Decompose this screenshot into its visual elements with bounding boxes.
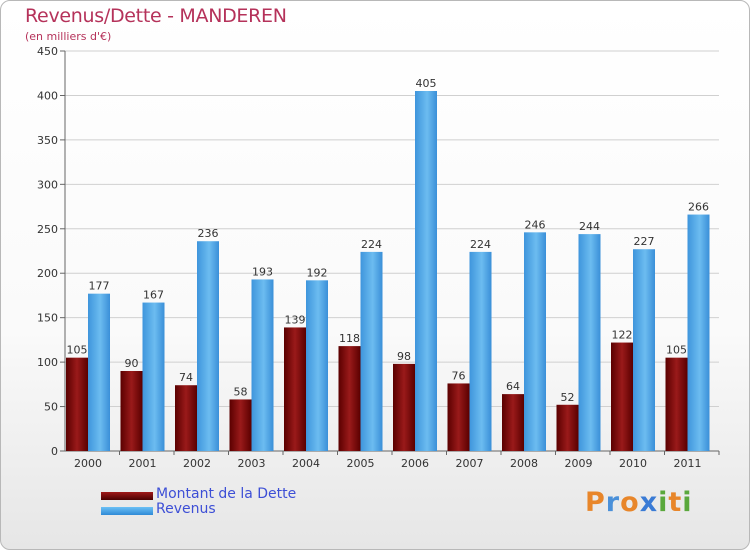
logo-letter: x bbox=[639, 487, 659, 518]
bar-revenue-label: 244 bbox=[579, 220, 600, 233]
bar-debt bbox=[229, 399, 252, 451]
bar-revenue bbox=[306, 280, 328, 451]
bar-revenue bbox=[633, 249, 655, 451]
bar-debt bbox=[338, 346, 361, 451]
bar-revenue bbox=[360, 251, 383, 451]
bar-debt bbox=[66, 357, 88, 451]
chart-title: Revenus/Dette - MANDEREN bbox=[25, 5, 287, 27]
y-tick-label: 300 bbox=[37, 178, 58, 191]
logo-letter: t bbox=[668, 487, 683, 518]
y-tick-label: 150 bbox=[37, 312, 58, 325]
bar-debt-label: 58 bbox=[234, 385, 248, 398]
bar-debt-label: 105 bbox=[666, 344, 687, 357]
legend-label-debt: Montant de la Dette bbox=[156, 486, 297, 502]
bar-revenue-label: 177 bbox=[89, 280, 110, 293]
x-tick-label: 2009 bbox=[565, 457, 593, 470]
x-tick-label: 2000 bbox=[74, 457, 102, 470]
bar-debt-label: 90 bbox=[125, 357, 139, 370]
bar-revenue bbox=[524, 232, 546, 451]
bar-revenue bbox=[142, 302, 165, 451]
logo-letter: i bbox=[682, 487, 693, 518]
bar-debt bbox=[556, 404, 579, 451]
x-tick-label: 2003 bbox=[238, 457, 266, 470]
bar-debt-label: 64 bbox=[506, 380, 520, 393]
x-tick-label: 2001 bbox=[129, 457, 157, 470]
x-tick-label: 2004 bbox=[292, 457, 320, 470]
y-tick-label: 0 bbox=[51, 445, 58, 458]
bar-debt-label: 105 bbox=[67, 344, 88, 357]
y-tick-label: 200 bbox=[37, 267, 58, 280]
proxiti-logo: Proxiti bbox=[585, 487, 693, 518]
bar-revenue-label: 266 bbox=[688, 201, 709, 214]
x-tick-label: 2010 bbox=[619, 457, 647, 470]
bar-revenue bbox=[197, 241, 219, 451]
y-tick-label: 100 bbox=[37, 356, 58, 369]
bar-debt bbox=[393, 363, 415, 451]
bar-debt-label: 122 bbox=[612, 329, 633, 342]
bar-revenue bbox=[251, 279, 274, 451]
x-tick-label: 2005 bbox=[347, 457, 375, 470]
bar-revenue-label: 236 bbox=[198, 227, 219, 240]
y-tick-label: 450 bbox=[37, 45, 58, 58]
legend-swatch-revenue bbox=[101, 507, 153, 515]
bar-debt-label: 98 bbox=[397, 350, 411, 363]
y-tick-label: 50 bbox=[44, 401, 58, 414]
bar-debt bbox=[284, 327, 306, 451]
legend-swatch-debt bbox=[101, 492, 153, 500]
y-tick-label: 350 bbox=[37, 134, 58, 147]
logo-letter: o bbox=[620, 487, 640, 518]
bar-debt bbox=[120, 371, 143, 451]
bar-debt bbox=[665, 357, 688, 451]
bar-revenue-label: 193 bbox=[252, 265, 273, 278]
bar-revenue bbox=[415, 91, 437, 451]
y-tick-label: 400 bbox=[37, 89, 58, 102]
bar-debt bbox=[447, 383, 470, 451]
logo-letter: i bbox=[658, 487, 669, 518]
legend-label-revenue: Revenus bbox=[156, 501, 216, 517]
bar-debt bbox=[175, 385, 197, 451]
bar-debt-label: 118 bbox=[339, 332, 360, 345]
chart-subtitle: (en milliers d'€) bbox=[25, 30, 112, 43]
bar-revenue bbox=[687, 214, 710, 451]
bar-debt-label: 76 bbox=[452, 369, 466, 382]
y-tick-label: 250 bbox=[37, 223, 58, 236]
bar-revenue-label: 246 bbox=[525, 218, 546, 231]
bar-revenue bbox=[469, 251, 492, 451]
x-tick-label: 2007 bbox=[456, 457, 484, 470]
bar-revenue-label: 227 bbox=[634, 235, 655, 248]
bar-revenue-label: 405 bbox=[416, 77, 437, 90]
x-tick-label: 2011 bbox=[674, 457, 702, 470]
bar-revenue-label: 224 bbox=[470, 238, 491, 251]
bar-revenue bbox=[88, 293, 110, 451]
logo-letter: r bbox=[605, 487, 621, 518]
logo-letter: P bbox=[585, 487, 606, 518]
bar-debt bbox=[611, 342, 633, 451]
bar-debt-label: 52 bbox=[561, 391, 575, 404]
bar-debt-label: 74 bbox=[179, 371, 193, 384]
x-tick-label: 2002 bbox=[183, 457, 211, 470]
x-tick-label: 2006 bbox=[401, 457, 429, 470]
x-tick-label: 2008 bbox=[510, 457, 538, 470]
bar-revenue-label: 192 bbox=[307, 266, 328, 279]
bar-debt bbox=[502, 394, 524, 451]
bar-revenue-label: 167 bbox=[143, 289, 164, 302]
bar-revenue bbox=[578, 234, 601, 451]
bar-revenue-label: 224 bbox=[361, 238, 382, 251]
bar-debt-label: 139 bbox=[285, 313, 306, 326]
